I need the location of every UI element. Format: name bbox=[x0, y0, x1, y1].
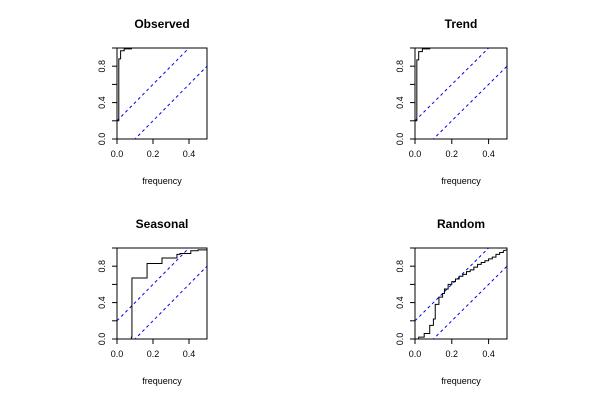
x-axis-label: frequency bbox=[441, 376, 481, 386]
y-tick-label: 0.4 bbox=[97, 296, 107, 309]
panel-title: Seasonal bbox=[136, 217, 189, 231]
x-tick-label: 0.4 bbox=[482, 349, 495, 359]
x-axis-label: frequency bbox=[142, 176, 182, 186]
x-tick-label: 0.4 bbox=[183, 149, 196, 159]
y-tick-label: 0.8 bbox=[97, 260, 107, 273]
plot-area bbox=[117, 48, 207, 139]
y-tick-label: 0.0 bbox=[395, 333, 405, 346]
x-tick-label: 0.4 bbox=[482, 149, 495, 159]
x-axis-label: frequency bbox=[441, 176, 481, 186]
plot-area bbox=[415, 248, 507, 339]
x-tick-label: 0.0 bbox=[409, 349, 422, 359]
panel-observed: Observed frequency 0.0 0.2 0.4 0.0 0.4 0.8 bbox=[97, 17, 208, 186]
cumulative-periodogram-line bbox=[415, 249, 507, 339]
x-tick-label: 0.0 bbox=[409, 149, 422, 159]
y-tick-label: 0.0 bbox=[97, 333, 107, 346]
lower-band-line bbox=[134, 265, 207, 339]
lower-band-line bbox=[432, 65, 507, 139]
x-tick-label: 0.0 bbox=[111, 349, 124, 359]
y-tick-label: 0.8 bbox=[395, 60, 405, 73]
plot-area bbox=[117, 248, 207, 339]
x-tick-label: 0.2 bbox=[446, 349, 459, 359]
y-tick-label: 0.8 bbox=[395, 260, 405, 273]
plot-frame bbox=[414, 47, 508, 140]
x-tick-label: 0.2 bbox=[446, 149, 459, 159]
panel-seasonal: Seasonal frequency 0.0 0.2 0.4 0.0 0.4 0.8 bbox=[97, 217, 208, 386]
panel-random: Random frequency 0.0 0.2 0.4 0.0 0.4 0.8 bbox=[395, 217, 508, 386]
x-tick-label: 0.2 bbox=[147, 349, 160, 359]
x-axis-label: frequency bbox=[142, 376, 182, 386]
x-tick-label: 0.2 bbox=[147, 149, 160, 159]
upper-band-line bbox=[415, 48, 490, 122]
panel-title: Random bbox=[437, 217, 485, 231]
cumulative-periodogram-line bbox=[415, 48, 507, 139]
y-tick-label: 0.0 bbox=[97, 133, 107, 146]
cumulative-periodogram-line bbox=[117, 249, 207, 339]
x-tick-label: 0.4 bbox=[183, 349, 196, 359]
x-tick-label: 0.0 bbox=[111, 149, 124, 159]
cumulative-periodogram-line bbox=[117, 48, 207, 139]
y-tick-label: 0.8 bbox=[97, 60, 107, 73]
panel-title: Trend bbox=[445, 17, 478, 31]
y-tick-label: 0.4 bbox=[395, 96, 405, 109]
upper-band-line bbox=[117, 248, 190, 322]
y-tick-label: 0.4 bbox=[97, 96, 107, 109]
lower-band-line bbox=[134, 65, 207, 139]
upper-band-line bbox=[415, 248, 490, 322]
upper-band-line bbox=[117, 48, 190, 122]
y-tick-label: 0.4 bbox=[395, 296, 405, 309]
y-tick-label: 0.0 bbox=[395, 133, 405, 146]
panel-trend: Trend frequency 0.0 0.2 0.4 0.0 0.4 0.8 bbox=[395, 17, 508, 186]
plot-frame bbox=[116, 47, 208, 140]
plot-frame bbox=[116, 247, 208, 340]
panel-title: Observed bbox=[134, 17, 189, 31]
plot-frame bbox=[414, 247, 508, 340]
lower-band-line bbox=[432, 265, 507, 339]
plot-area bbox=[415, 48, 507, 139]
